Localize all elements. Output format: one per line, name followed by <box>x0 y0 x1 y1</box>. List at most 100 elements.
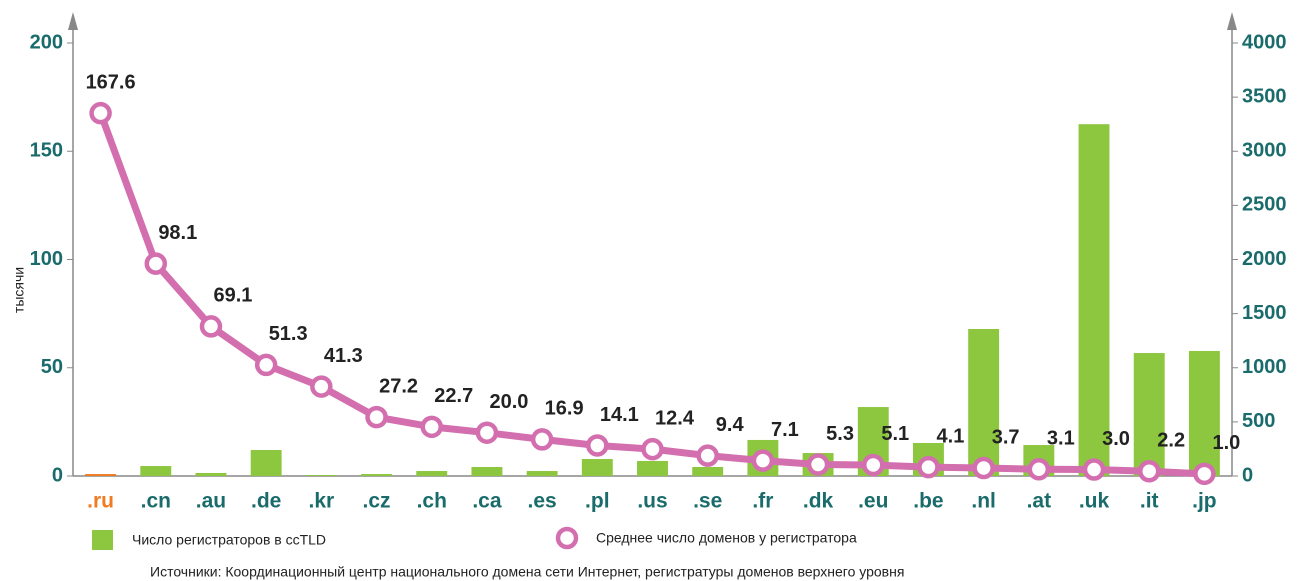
y2-axis-arrow <box>1227 12 1237 30</box>
bar <box>1078 124 1110 476</box>
bar <box>250 450 282 476</box>
data-label: 2.2 <box>1157 430 1185 452</box>
x-tick-label: .dk <box>803 490 834 513</box>
bar <box>305 475 337 476</box>
x-tick-label: .ch <box>417 490 447 513</box>
legend-label: Число регистраторов в ccTLD <box>132 532 326 548</box>
y2-tick-label: 0 <box>1242 464 1253 486</box>
x-tick-label: .fr <box>752 490 773 513</box>
y2-tick-label: 4000 <box>1242 31 1287 53</box>
x-tick-label: .us <box>637 490 667 513</box>
line-point <box>972 456 995 480</box>
line-point <box>586 434 609 457</box>
bar <box>85 474 117 476</box>
y-tick-label: 50 <box>41 356 63 378</box>
bar <box>1188 350 1220 476</box>
bar <box>692 467 724 476</box>
line-point <box>199 315 223 338</box>
x-tick-label: .cn <box>141 490 171 513</box>
data-label: 20.0 <box>489 391 528 413</box>
line-point <box>475 421 499 444</box>
line-point <box>862 453 885 477</box>
source-note: Источники: Координационный центр национа… <box>150 564 904 580</box>
y-tick-label: 0 <box>52 464 63 486</box>
y-axis-label: тысячи <box>11 267 27 313</box>
legend-swatch <box>92 530 113 550</box>
x-tick-label: .es <box>528 490 557 513</box>
y2-tick-label: 3500 <box>1242 85 1287 107</box>
bar <box>581 459 613 476</box>
line-point <box>310 375 333 398</box>
data-label: 9.4 <box>716 414 745 436</box>
bar <box>526 471 558 476</box>
bar <box>471 467 503 476</box>
bar <box>1133 353 1165 476</box>
bar <box>140 466 172 476</box>
data-label: 98.1 <box>158 222 197 244</box>
y2-tick-label: 1500 <box>1242 302 1287 324</box>
data-label: 3.1 <box>1047 428 1075 450</box>
y-tick-label: 150 <box>30 140 63 162</box>
x-tick-label: .ru <box>87 490 114 513</box>
legend-swatch <box>555 526 579 550</box>
line <box>97 111 1205 478</box>
x-tick-label: .uk <box>1079 490 1110 513</box>
x-tick-label: .it <box>1140 490 1159 513</box>
data-label: 4.1 <box>937 425 965 447</box>
x-tick-label: .de <box>251 490 281 513</box>
data-label: 16.9 <box>545 398 584 420</box>
y2-tick-label: 2000 <box>1242 248 1287 270</box>
x-tick-label: .eu <box>858 490 888 513</box>
x-tick-label: .au <box>196 490 226 513</box>
data-label: 69.1 <box>214 285 253 307</box>
x-tick-label: .jp <box>1192 490 1217 513</box>
line-point <box>254 353 278 377</box>
x-tick-label: .kr <box>309 490 335 513</box>
data-label: 14.1 <box>600 404 639 426</box>
line-point <box>806 453 830 476</box>
y2-tick-label: 2500 <box>1242 194 1287 216</box>
data-label: 5.1 <box>881 423 909 445</box>
line-point <box>696 444 719 467</box>
line-point <box>420 415 443 439</box>
x-tick-label: .se <box>693 490 722 513</box>
data-label: 12.4 <box>655 407 695 429</box>
bar <box>968 328 1000 476</box>
line-point <box>1082 458 1106 481</box>
line-point <box>1027 458 1051 481</box>
legend-label: Среднее число доменов у регистратора <box>596 530 857 546</box>
data-label: 3.0 <box>1102 428 1130 450</box>
y-axis-arrow <box>68 12 78 30</box>
bar <box>361 474 393 476</box>
data-label: 7.1 <box>771 419 799 441</box>
line-point <box>530 428 554 451</box>
data-label: 27.2 <box>379 375 418 397</box>
data-label: 41.3 <box>324 345 363 367</box>
line-point <box>89 101 112 125</box>
y2-tick-label: 1000 <box>1242 356 1287 378</box>
x-tick-label: .ca <box>472 490 502 513</box>
data-label: 5.3 <box>826 423 854 445</box>
bar <box>195 472 227 476</box>
bar <box>637 460 668 476</box>
data-label: 51.3 <box>269 323 308 345</box>
line-point <box>751 449 775 472</box>
line-point <box>917 455 940 479</box>
line-point <box>1137 459 1161 483</box>
y2-tick-label: 500 <box>1242 410 1275 432</box>
y2-tick-label: 3000 <box>1242 140 1287 162</box>
x-tick-label: .cz <box>363 490 391 513</box>
bar <box>416 471 448 476</box>
line-point <box>365 405 388 429</box>
line-point <box>1193 462 1216 486</box>
data-label: 167.6 <box>86 71 136 93</box>
data-label: 22.7 <box>434 385 473 407</box>
line-point <box>144 252 168 275</box>
x-tick-label: .be <box>913 490 943 513</box>
x-tick-label: .pl <box>585 490 610 513</box>
data-label: 1.0 <box>1212 432 1240 454</box>
data-label: 3.7 <box>992 426 1020 448</box>
x-tick-label: .at <box>1027 490 1052 513</box>
y-tick-label: 200 <box>30 31 63 53</box>
